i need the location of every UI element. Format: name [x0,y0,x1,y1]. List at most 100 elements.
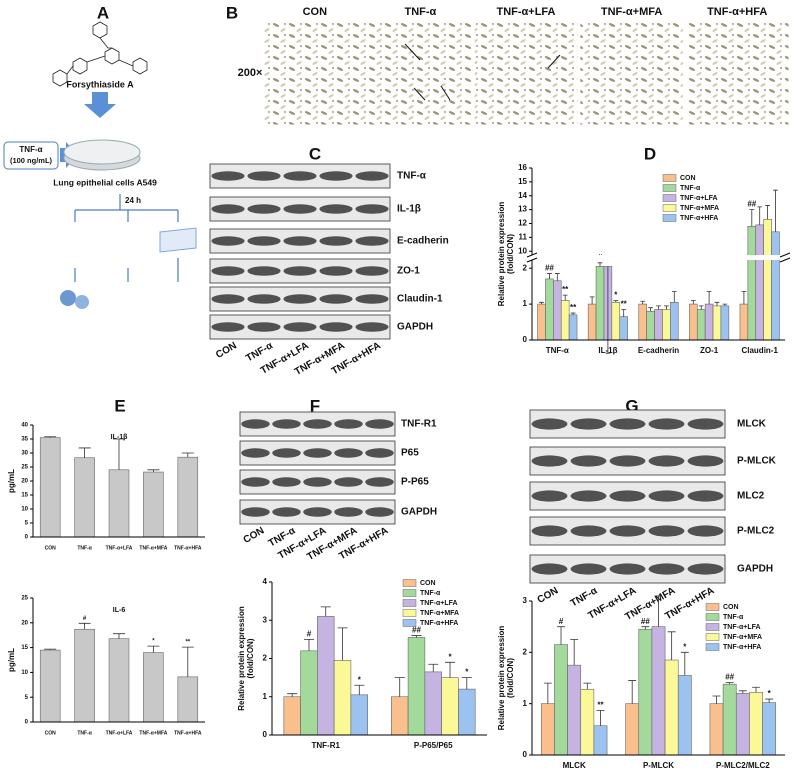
blot-band [355,204,389,214]
blot-band [211,266,245,276]
blot-band [319,294,353,304]
error-bar [752,686,760,693]
dish [63,139,141,165]
magnification: 200× [238,67,263,79]
legend-label: TNF-α+LFA [680,195,718,202]
legend-swatch [402,609,417,617]
blot-band [355,322,389,332]
error-bar [773,189,778,232]
blot-band [609,455,646,467]
blot-band [283,171,317,181]
y-axis-label: Relative protein expression [497,626,506,731]
bar [677,675,692,756]
significance-label: ** [597,700,604,709]
band-label: GAPDH [397,322,433,333]
error-bar [557,626,565,645]
blot-band [283,204,317,214]
micrograph [262,21,368,126]
panel-label: E [114,396,125,415]
blot-band [570,525,607,537]
y-tick-label: 16 [518,163,527,172]
error-bar [181,646,194,677]
y-tick-label: 5 [25,695,29,701]
band-label: E-cadherin [397,236,449,247]
error-bar [320,606,331,617]
significance-label: ** [185,640,190,646]
significance-label: * [768,689,772,698]
legend-label: TNF-α [680,185,701,192]
legend-label: TNF-α [420,590,441,597]
bar [441,677,459,736]
significance-label: # [83,616,87,622]
y-tick-label: 10 [21,670,28,676]
y-tick-label: 15 [518,177,527,186]
y-tick-label: 15 [21,645,28,651]
error-bar [543,682,552,704]
y-tick-label: 25 [21,465,28,471]
blot-band [687,490,724,502]
error-bar [628,680,637,704]
bar [39,437,61,538]
legend-swatch [402,589,417,597]
significance-label: # [559,617,564,626]
y-tick-label: 0 [523,750,528,759]
bar [333,660,352,736]
blot-band [303,419,332,429]
error-bar [656,305,661,310]
molecule [52,21,148,87]
error-bar [667,631,676,661]
y-tick-label: 40 [21,423,28,429]
blot-band [570,418,607,430]
x-tick-label: P-MLC2/MLC2 [716,761,770,770]
y-axis-label: (fold/CON) [246,638,255,678]
significance-label: ## [545,264,554,273]
error-bar [589,296,595,305]
error-bar [303,638,315,651]
error-bar [428,663,439,672]
legend-swatch [705,633,720,641]
plate-icon [159,227,197,253]
bar [300,650,318,736]
error-bar [562,294,568,301]
blot-band [303,507,332,517]
blot-band [648,525,685,537]
legend-swatch [662,204,677,212]
micrograph-group: TNF-α+HFA [707,6,767,18]
bar [567,664,582,756]
bar [722,683,737,756]
error-bar [547,273,552,279]
x-tick-label: TNF-α+LFA [106,545,133,551]
bar [619,316,628,341]
bar [143,652,164,723]
bar [662,309,671,341]
legend-swatch [705,603,720,611]
bar [762,702,777,756]
y-tick-label: 3 [523,596,528,605]
blot-band [247,171,281,181]
y-tick-label: 0 [25,535,29,541]
duration: 24 h [125,196,141,205]
error-bar [640,300,646,305]
error-bar [765,205,770,220]
error-bar [44,436,57,438]
blot-band [355,266,389,276]
blot-band [303,477,332,487]
blot-band [247,266,281,276]
error-bar [147,469,160,473]
blot-band [609,525,646,537]
blot-band [648,455,685,467]
error-bar [698,305,704,310]
y-tick-label: 1 [523,699,528,708]
y-tick-label: 15 [21,493,28,499]
y-tick-label: 14 [518,191,527,200]
y-tick-label: 10 [518,246,527,255]
error-bar [605,266,611,354]
bar [424,671,442,736]
y-axis-label: pg/mL [7,648,16,672]
bar [560,300,570,341]
bar [670,301,679,341]
arrow [84,92,116,118]
error-bar [738,690,747,694]
bar [712,305,722,341]
blot-band [334,477,363,487]
